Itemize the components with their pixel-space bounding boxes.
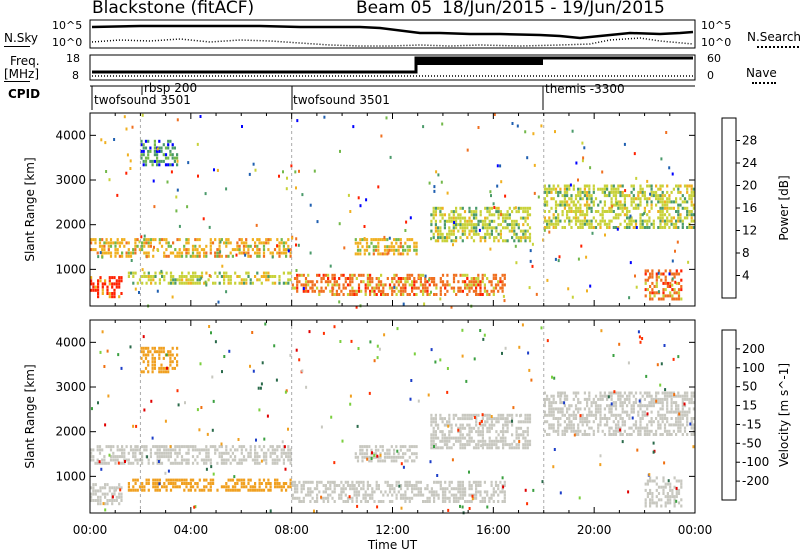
colorbar-tick-label-2: 12 xyxy=(742,224,757,238)
colorbar: 200 100 50 15 -15 -50 -100 -200 Velocity [m s^-1… xyxy=(721,329,791,501)
nave-dotted-legend xyxy=(752,82,776,84)
echo-band-4 xyxy=(291,273,506,296)
nsearch-tick-top: 10^5 xyxy=(701,19,732,32)
y-tick-label-1: 2000 xyxy=(55,425,86,439)
colorbar-tick-label-7: -200 xyxy=(742,474,769,488)
nave-block xyxy=(416,58,543,65)
colorbar: 4 8 12 16 20 24 28 Power [dB] xyxy=(721,117,791,299)
nsky-label: N.Sky xyxy=(4,31,39,45)
colorbar-tick-label-2: 50 xyxy=(742,380,757,394)
x-tick-label-5: 20:00 xyxy=(577,523,612,537)
x-tick-label-6: 00:00 xyxy=(678,523,713,537)
nsky-trace xyxy=(91,24,694,40)
echo-band-5 xyxy=(354,445,418,463)
freq-panel-frame xyxy=(89,54,696,81)
echo-band-1 xyxy=(90,276,123,299)
cpid-program-0: twofsound 3501 xyxy=(94,93,191,107)
y-tick-label-2: 3000 xyxy=(55,173,86,187)
y-tick-label-3: 4000 xyxy=(55,128,86,142)
echo-band-0 xyxy=(90,238,292,258)
y-axis-label: Slant Range [km] xyxy=(23,364,37,468)
colorbar-tick-label-6: 28 xyxy=(742,134,757,148)
cpid-program-1: rbsp 200 xyxy=(144,81,198,95)
echo-band-1 xyxy=(90,483,123,506)
nsky-line-legend xyxy=(4,46,30,47)
nave-tick-bottom: 0 xyxy=(707,69,714,82)
echo-band-4 xyxy=(291,480,506,503)
echo-band-3 xyxy=(140,139,179,167)
colorbar-tick-label-3: 15 xyxy=(742,399,757,413)
echo-band-6 xyxy=(430,413,532,450)
nsky-tick-bottom: 10^0 xyxy=(52,36,83,49)
scatter-noise xyxy=(91,322,695,515)
colorbar-tick-label-5: -50 xyxy=(742,436,762,450)
cpid-program-2: twofsound 3501 xyxy=(293,93,390,107)
colorbar-tick-label-0: 200 xyxy=(742,342,765,356)
nsky-tick-top: 10^5 xyxy=(52,19,83,32)
echo-band-3 xyxy=(140,346,179,374)
colorbar-tick-label-4: 20 xyxy=(742,179,757,193)
nsearch-tick-bottom: 10^0 xyxy=(701,36,732,49)
colorbar-tick-label-5: 24 xyxy=(742,156,757,170)
freq-unit-label: [MHz] xyxy=(4,67,40,81)
colorbar-label: Velocity [m s^-1] xyxy=(777,363,791,467)
nsearch-dotted-legend xyxy=(757,46,799,48)
velocity-panel: 1000 2000 3000 4000 00:00 04:00 08:00 12:00 16:0… xyxy=(23,319,791,552)
colorbar-label: Power [dB] xyxy=(777,175,791,240)
echo-band-2 xyxy=(127,478,292,492)
x-axis-label: Time UT xyxy=(367,538,418,552)
colorbar-tick-label-1: 100 xyxy=(742,361,765,375)
x-tick-label-3: 12:00 xyxy=(375,523,410,537)
echo-band-2 xyxy=(127,271,292,285)
freq-tick-bottom: 8 xyxy=(72,69,79,82)
nave-tick-top: 60 xyxy=(707,52,721,65)
echo-band-7 xyxy=(543,184,695,229)
freq-line-legend xyxy=(4,81,30,82)
echo-band-8 xyxy=(644,476,683,508)
colorbar-tick-label-0: 4 xyxy=(742,269,750,283)
nsearch-trace xyxy=(91,37,694,47)
cpid-label: CPID xyxy=(8,87,41,101)
y-tick-label-3: 4000 xyxy=(55,335,86,349)
date-range: 18/Jun/2015 - 19/Jun/2015 xyxy=(442,0,665,18)
x-tick-label-2: 08:00 xyxy=(274,523,309,537)
y-tick-label-0: 1000 xyxy=(55,469,86,483)
echo-band-5 xyxy=(354,238,418,256)
plot-title: Blackstone (fitACF) xyxy=(92,0,255,18)
echo-band-8 xyxy=(644,269,683,301)
echo-band-0 xyxy=(90,445,292,465)
y-tick-label-1: 2000 xyxy=(55,218,86,232)
nsky-panel-frame xyxy=(89,19,696,49)
nsearch-label: N.Search xyxy=(747,30,800,44)
y-axis-label: Slant Range [km] xyxy=(23,157,37,261)
beam-label: Beam 05 xyxy=(356,0,433,18)
x-tick-label-0: 00:00 xyxy=(73,523,108,537)
x-tick-label-1: 04:00 xyxy=(174,523,209,537)
colorbar-tick-label-3: 16 xyxy=(742,201,757,215)
colorbar-tick-label-1: 8 xyxy=(742,246,750,260)
freq-trace xyxy=(92,56,693,74)
freq-label: Freq. xyxy=(10,54,40,68)
y-tick-label-0: 1000 xyxy=(55,262,86,276)
colorbar-tick-label-6: -100 xyxy=(742,455,769,469)
echo-band-6 xyxy=(430,206,532,243)
y-tick-label-2: 3000 xyxy=(55,380,86,394)
nave-label: Nave xyxy=(746,66,777,80)
power-panel: 1000 2000 3000 4000 Slant Range [km] 4 8 12 16 20… xyxy=(23,112,791,309)
colorbar-tick-label-4: -15 xyxy=(742,417,762,431)
freq-tick-top: 18 xyxy=(66,52,80,65)
x-tick-label-4: 16:00 xyxy=(476,523,511,537)
